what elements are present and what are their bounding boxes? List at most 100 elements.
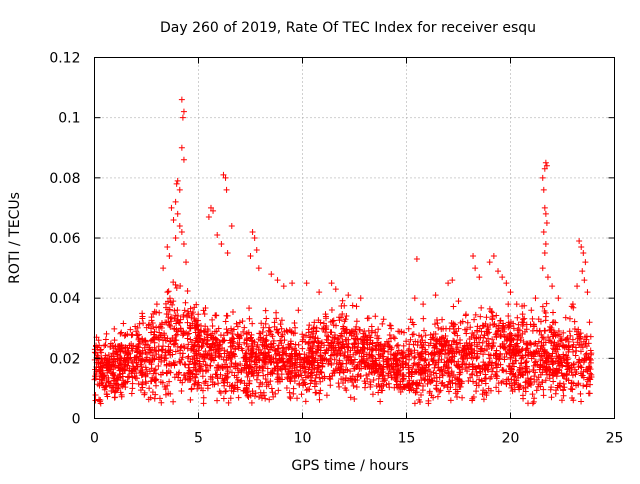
data-point bbox=[562, 314, 569, 321]
data-point bbox=[379, 372, 386, 379]
data-point bbox=[483, 346, 490, 353]
data-point bbox=[311, 383, 318, 390]
data-point bbox=[234, 379, 241, 386]
data-point bbox=[540, 186, 547, 193]
data-point bbox=[472, 364, 479, 371]
data-point bbox=[457, 340, 464, 347]
data-point bbox=[129, 367, 136, 374]
data-point bbox=[455, 298, 462, 305]
data-point bbox=[196, 366, 203, 373]
data-point bbox=[501, 356, 508, 363]
data-point bbox=[523, 358, 530, 365]
data-point bbox=[418, 333, 425, 340]
data-point bbox=[540, 363, 547, 370]
data-point bbox=[189, 356, 196, 363]
data-point bbox=[422, 356, 429, 363]
data-point bbox=[121, 332, 128, 339]
data-point bbox=[247, 347, 254, 354]
data-point bbox=[216, 388, 223, 395]
data-point bbox=[521, 315, 528, 322]
data-point bbox=[565, 377, 572, 384]
data-point bbox=[423, 362, 430, 369]
data-point bbox=[99, 377, 106, 384]
data-point bbox=[499, 366, 506, 373]
data-point bbox=[244, 392, 251, 399]
data-point bbox=[576, 356, 583, 363]
data-point bbox=[225, 399, 232, 406]
data-point bbox=[201, 311, 208, 317]
data-point bbox=[269, 367, 276, 374]
data-point bbox=[531, 378, 538, 385]
data-point bbox=[128, 390, 135, 397]
data-point bbox=[220, 332, 227, 339]
data-point bbox=[578, 372, 585, 379]
data-point bbox=[115, 384, 122, 391]
data-point bbox=[469, 378, 476, 385]
data-point bbox=[539, 174, 546, 181]
data-point bbox=[287, 395, 294, 402]
data-point bbox=[339, 297, 346, 304]
data-point bbox=[247, 363, 254, 370]
y-axis-label: ROTI / TECUs bbox=[7, 192, 23, 284]
data-point bbox=[446, 378, 453, 385]
data-point bbox=[163, 311, 170, 318]
data-point bbox=[349, 302, 356, 309]
data-point bbox=[493, 330, 500, 337]
data-point bbox=[403, 353, 410, 360]
data-point bbox=[194, 321, 201, 328]
data-point bbox=[287, 362, 294, 369]
y-tick-label: 0.04 bbox=[49, 291, 80, 307]
data-point bbox=[269, 333, 276, 340]
data-point bbox=[436, 340, 443, 347]
data-points bbox=[91, 96, 595, 407]
data-point bbox=[451, 350, 458, 357]
data-point bbox=[433, 316, 440, 323]
data-point bbox=[222, 174, 229, 181]
data-point bbox=[253, 356, 260, 363]
data-point bbox=[377, 362, 384, 369]
data-point bbox=[108, 388, 115, 395]
data-point bbox=[405, 366, 412, 373]
data-point bbox=[522, 379, 529, 386]
data-point bbox=[155, 363, 162, 370]
data-point bbox=[551, 346, 558, 353]
y-tick-label: 0.12 bbox=[49, 51, 80, 67]
data-point bbox=[92, 373, 99, 380]
data-point bbox=[566, 367, 573, 374]
data-point bbox=[158, 320, 165, 327]
data-point bbox=[173, 180, 180, 187]
data-point bbox=[581, 355, 588, 362]
data-point bbox=[421, 367, 428, 374]
data-point bbox=[584, 368, 591, 375]
data-point bbox=[262, 320, 269, 327]
data-point bbox=[438, 380, 445, 387]
data-point bbox=[338, 345, 345, 352]
data-point bbox=[431, 364, 438, 371]
data-point bbox=[117, 355, 124, 362]
data-point bbox=[322, 315, 329, 322]
data-point bbox=[198, 384, 205, 391]
data-point bbox=[569, 343, 576, 350]
data-point bbox=[495, 322, 502, 329]
data-point bbox=[252, 390, 259, 397]
data-point bbox=[439, 316, 446, 323]
data-point bbox=[515, 331, 522, 338]
data-point bbox=[548, 329, 555, 336]
data-point bbox=[345, 353, 352, 360]
data-point bbox=[256, 364, 263, 371]
data-point bbox=[567, 386, 574, 393]
data-point bbox=[338, 333, 345, 340]
data-point bbox=[220, 338, 227, 345]
data-point bbox=[111, 325, 118, 332]
data-point bbox=[511, 377, 518, 384]
data-point bbox=[171, 307, 178, 314]
data-point bbox=[274, 345, 281, 352]
data-point bbox=[522, 365, 529, 372]
data-point bbox=[146, 344, 153, 351]
data-point bbox=[249, 337, 256, 344]
data-point bbox=[283, 384, 290, 391]
data-point bbox=[104, 357, 111, 364]
data-point bbox=[444, 384, 451, 391]
data-point bbox=[222, 318, 229, 325]
data-point bbox=[183, 313, 190, 320]
